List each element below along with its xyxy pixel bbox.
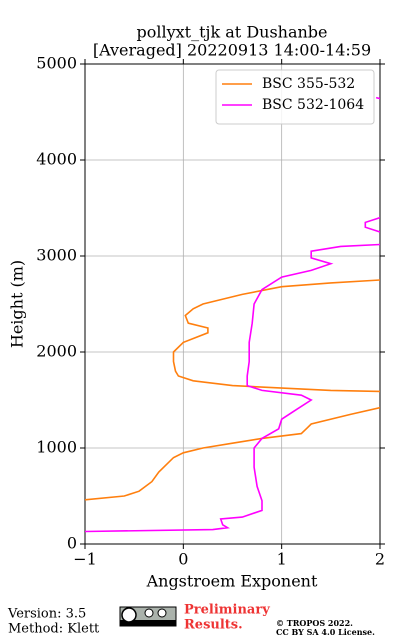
x-tick-label: −1 (73, 550, 97, 569)
preliminary: Results. (184, 618, 243, 633)
version: Version: 3.5 (7, 607, 86, 622)
chart-subtitle: [Averaged] 20220913 14:00-14:59 (93, 41, 371, 60)
chart-title: pollyxt_tjk at Dushanbe (136, 23, 327, 42)
x-tick-label: 2 (375, 550, 385, 569)
method: Method: Klett (8, 622, 100, 637)
y-tick-label: 2000 (36, 342, 77, 361)
cc-logo (119, 606, 177, 627)
x-tick-label: 0 (178, 550, 188, 569)
legend: BSC 355-532 BSC 532-1064 (215, 69, 375, 125)
license: CC BY SA 4.0 License. (276, 627, 375, 637)
preliminary: Preliminary (184, 603, 270, 618)
plot-frame (84, 63, 381, 545)
x-tick-label: 1 (277, 550, 287, 569)
legend-label: BSC 532-1064 (262, 97, 364, 113)
y-axis-label: Height (m) (8, 260, 27, 348)
legend-box (215, 69, 375, 125)
copyright: © TROPOS 2022. (276, 618, 353, 628)
y-tick-label: 3000 (36, 246, 77, 265)
y-tick-label: 4000 (36, 150, 77, 169)
x-axis-label: Angstroem Exponent (146, 572, 318, 591)
y-tick-label: 5000 (36, 54, 77, 73)
y-tick-label: 1000 (36, 438, 77, 457)
legend-label: BSC 355-532 (262, 76, 355, 92)
y-tick-label: 0 (67, 534, 77, 553)
series-line (85, 279, 380, 501)
series-line (85, 96, 380, 533)
